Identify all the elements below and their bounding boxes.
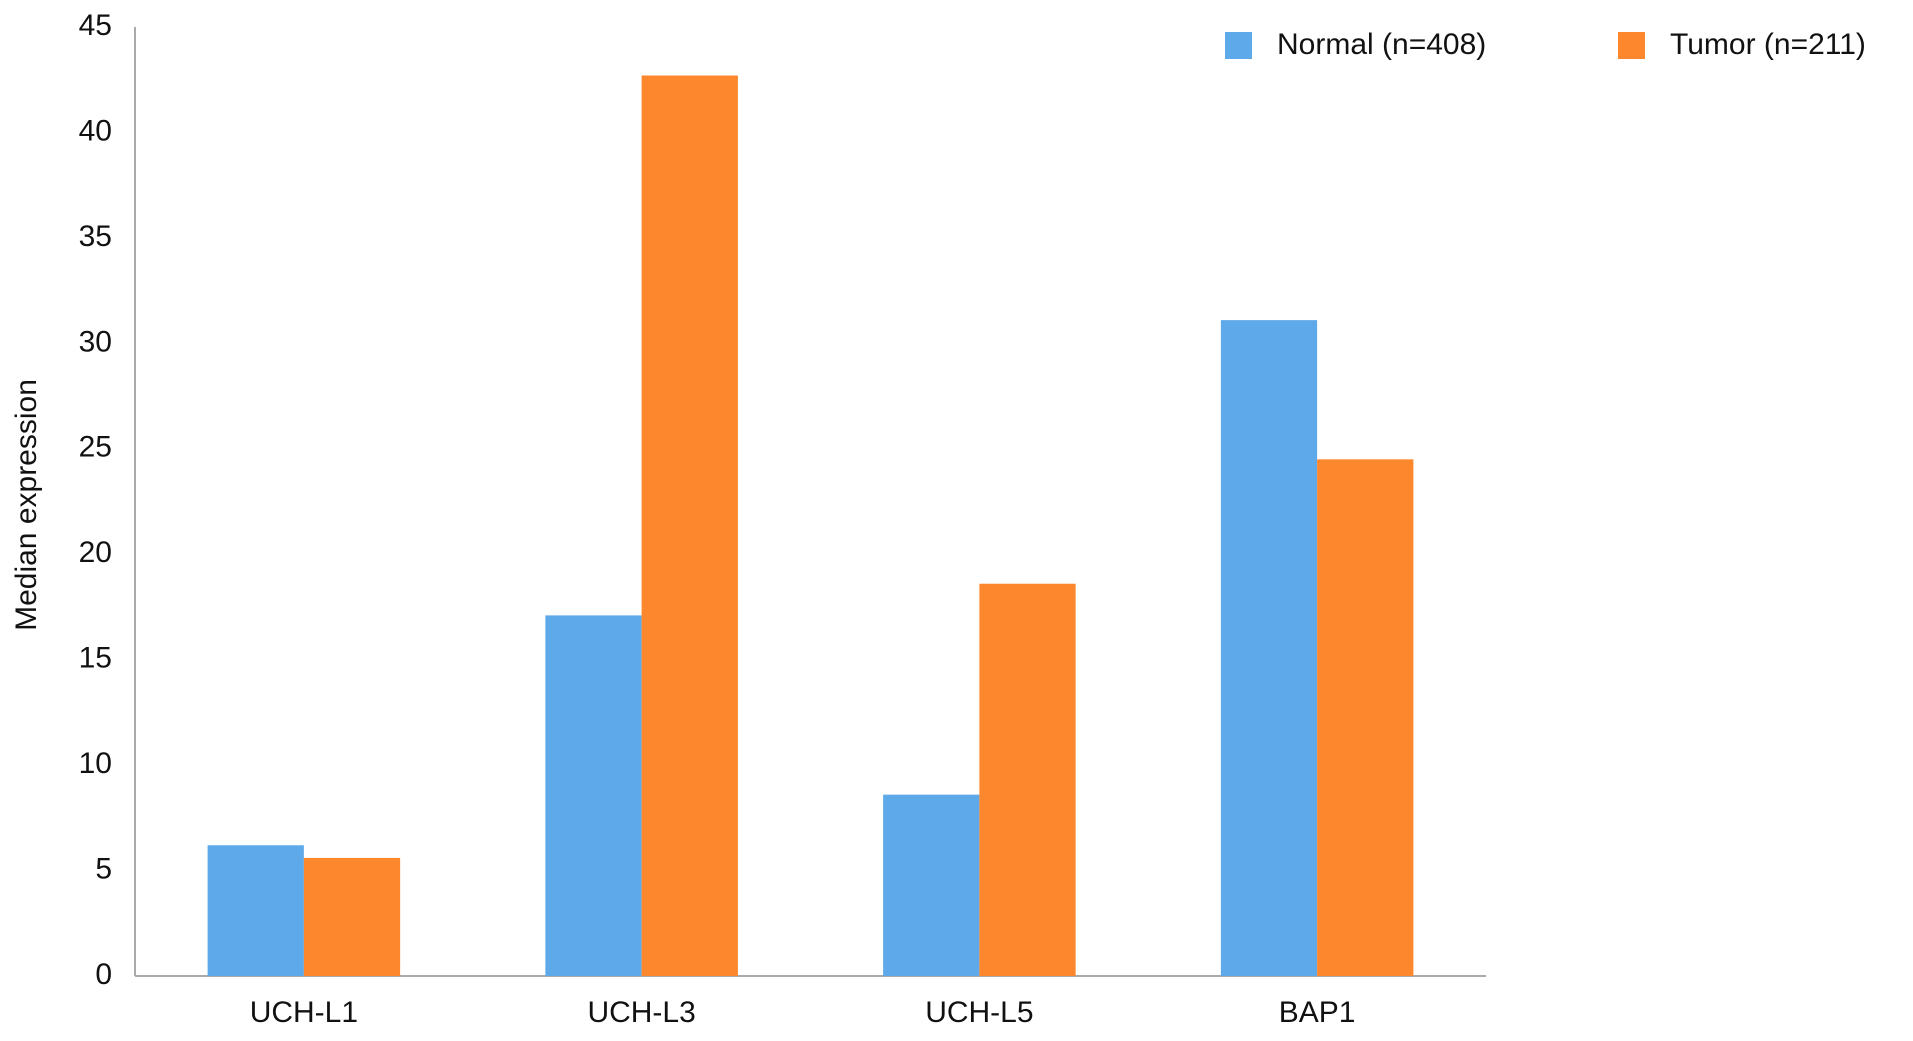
bar (545, 615, 642, 976)
y-tick-label: 15 (79, 642, 112, 675)
y-tick-label: 5 (95, 852, 112, 885)
bar (1220, 320, 1318, 976)
y-tick-label: 20 (79, 536, 112, 569)
y-tick-label: 40 (79, 114, 112, 147)
legend-swatch (1618, 32, 1645, 59)
x-tick-label: UCH-L3 (587, 996, 695, 1029)
x-tick-label: UCH-L1 (250, 996, 358, 1029)
y-axis-label: Median expression (10, 379, 43, 631)
legend-label: Tumor (n=211) (1670, 28, 1866, 61)
y-tick-label: 10 (79, 747, 112, 780)
y-tick-label: 30 (79, 325, 112, 358)
legend-swatch (1225, 32, 1252, 59)
x-tick-label: BAP1 (1279, 996, 1356, 1029)
bar (303, 857, 401, 976)
bar (883, 794, 980, 976)
y-tick-label: 45 (79, 9, 112, 42)
bar (207, 845, 304, 976)
legend-label: Normal (n=408) (1277, 28, 1486, 61)
y-tick-label: 35 (79, 220, 112, 253)
y-tick-label: 0 (95, 958, 112, 991)
bar (979, 583, 1076, 976)
bar (641, 75, 738, 976)
y-tick-label: 25 (79, 431, 112, 464)
x-tick-label: UCH-L5 (925, 996, 1033, 1029)
bar (1317, 459, 1414, 976)
